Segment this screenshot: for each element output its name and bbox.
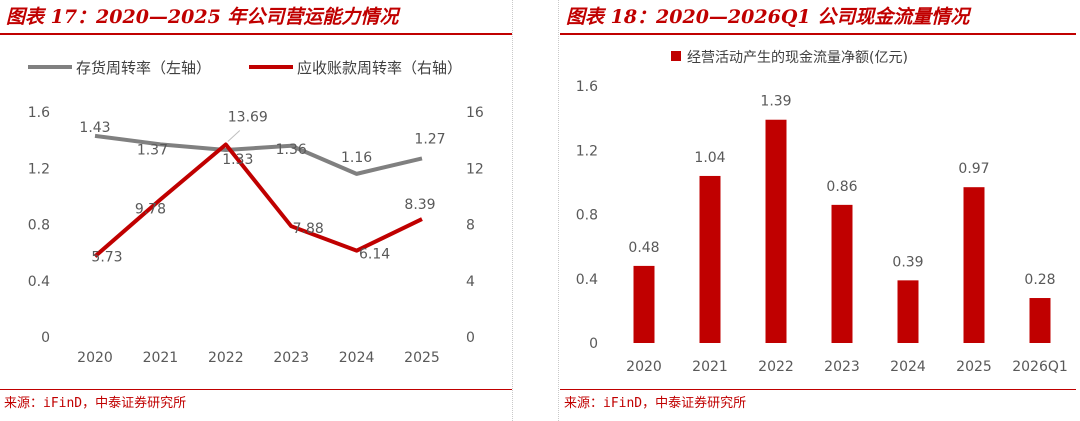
y-tick-label: 1.6 [576,79,598,95]
data-label-inventory: 1.36 [276,142,307,158]
y-left-tick-label: 1.2 [28,161,50,177]
legend-label-inventory: 存货周转率（左轴） [76,59,211,77]
figure-18-title: 图表 18：2020—2026Q1 公司现金流量情况 [566,6,970,28]
x-tick-label: 2020 [626,359,662,375]
y-right-tick-label: 0 [466,330,475,346]
x-tick-label: 2023 [273,350,309,366]
bar [699,175,721,343]
bar [831,204,853,343]
x-tick-label: 2025 [956,359,992,375]
y-tick-label: 0.8 [576,208,598,224]
bar-value-label: 0.39 [892,254,923,270]
bar-value-label: 0.86 [826,179,857,195]
data-label-receivables: 9.78 [135,201,166,217]
figure-18-source: 来源：iFinD，中泰证券研究所 [564,396,747,411]
bar-value-label: 1.39 [760,94,791,110]
legend-label-receivables: 应收账款周转率（右轴） [297,59,462,77]
data-label-receivables: 7.88 [293,221,324,237]
series-line-inventory [94,133,423,176]
y-right-tick-label: 4 [466,274,475,290]
figure-17-chart: 存货周转率（左轴） 应收账款周转率（右轴） 0 0.4 0.8 1.2 1.6 0 4 8 12 16… [28,59,484,366]
x-tick-label: 2023 [824,359,860,375]
data-label-leader [227,130,241,142]
legend-swatch-cashflow [671,51,681,61]
series-line-receivables [93,142,423,258]
bar [1029,298,1051,343]
figure-17-panel: 图表 17：2020—2025 年公司营运能力情况 存货周转率（左轴） 应收账款周… [0,0,512,421]
x-tick-label: 2025 [404,350,440,366]
y-left-tick-label: 0.8 [28,218,50,234]
data-label-receivables: 6.14 [359,247,390,263]
bar-value-label: 0.28 [1024,272,1055,288]
x-tick-label: 2022 [758,359,794,375]
y-tick-label: 0.4 [576,272,598,288]
y-left-tick-label: 0 [41,330,50,346]
figure-17-title: 图表 17：2020—2025 年公司营运能力情况 [6,6,399,28]
bar-value-label: 1.04 [694,150,725,166]
data-label-inventory: 1.16 [341,150,372,166]
data-label-receivables: 5.73 [91,249,122,265]
panel-divider-left [512,0,513,421]
y-tick-label: 1.2 [576,143,598,159]
figure-18-chart: 经营活动产生的现金流量净额(亿元) 0 0.4 0.8 1.2 1.6 0.48 1.04 1.… [576,50,1068,375]
data-label-inventory: 1.43 [79,120,110,136]
data-label-inventory: 1.37 [137,142,168,158]
x-tick-label: 2020 [77,350,113,366]
data-label-inventory: 1.33 [222,152,253,168]
x-tick-label: 2021 [692,359,728,375]
y-right-tick-label: 12 [466,161,484,177]
x-tick-label: 2026Q1 [1012,359,1068,375]
figure-17-source: 来源：iFinD，中泰证券研究所 [4,396,187,411]
bar [633,265,655,343]
x-tick-label: 2022 [208,350,244,366]
panel-divider-right [558,0,559,421]
bar [963,187,985,343]
figure-17-title-rule [0,33,512,35]
figure-18-panel: 图表 18：2020—2026Q1 公司现金流量情况 经营活动产生的现金流量净额… [560,0,1080,421]
figure-18-source-rule [560,389,1076,390]
y-left-tick-label: 1.6 [28,105,50,121]
bar-value-label: 0.48 [628,240,659,256]
figure-18-title-rule [560,33,1076,35]
legend-label-cashflow: 经营活动产生的现金流量净额(亿元) [687,50,908,66]
bar-value-label: 0.97 [958,161,989,177]
bar [765,119,787,343]
data-label-receivables: 13.69 [228,109,268,125]
x-tick-label: 2021 [143,350,179,366]
data-label-inventory: 1.27 [414,131,445,147]
x-tick-label: 2024 [339,350,375,366]
y-right-tick-label: 16 [466,105,484,121]
y-left-tick-label: 0.4 [28,274,50,290]
figure-17-source-rule [0,389,512,390]
y-tick-label: 0 [589,336,598,352]
bar [897,280,919,343]
data-label-receivables: 8.39 [404,197,435,213]
y-right-tick-label: 8 [466,218,475,234]
x-tick-label: 2024 [890,359,926,375]
